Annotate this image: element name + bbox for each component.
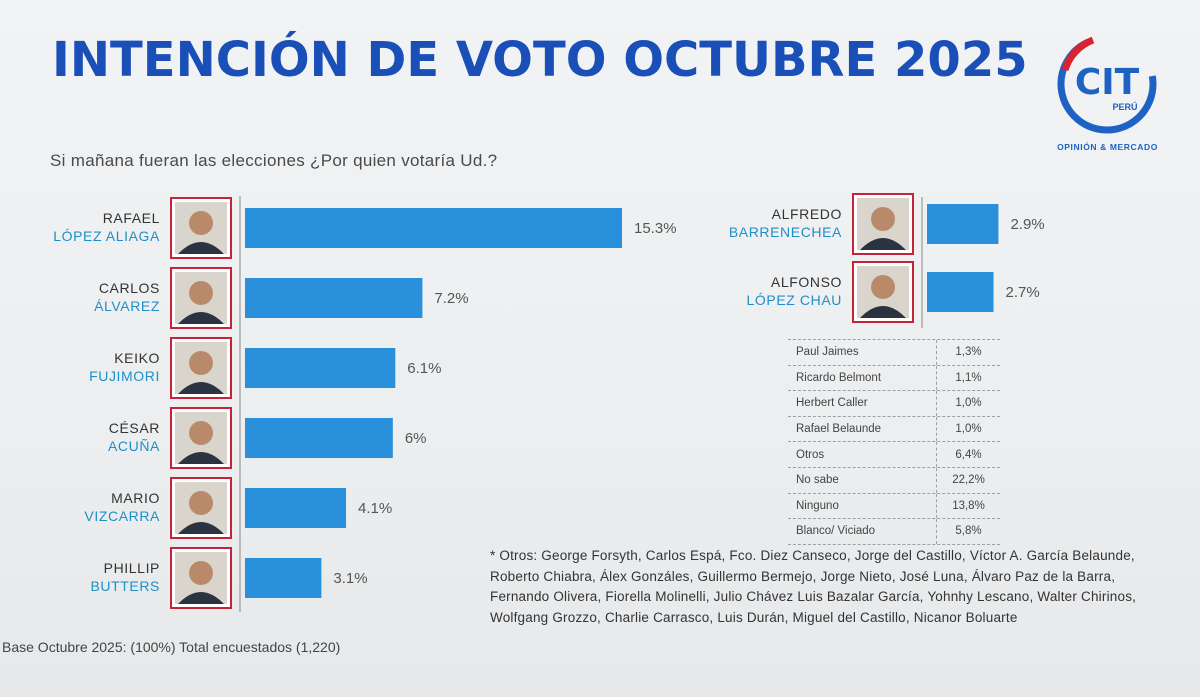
photo-head-icon xyxy=(189,421,213,445)
others-value: 1,3% xyxy=(955,346,982,359)
photo-body-icon xyxy=(178,382,224,394)
cit-logo: CIT PERÚ OPINIÓN & MERCADO xyxy=(1045,30,1170,160)
candidate-last-name: VIZCARRA xyxy=(84,508,160,524)
others-name: Otros xyxy=(788,442,937,467)
others-value: 6,4% xyxy=(955,448,982,461)
logo-mark-icon: CIT PERÚ xyxy=(1057,34,1157,134)
others-row: Blanco/ Viciado 5,8% xyxy=(788,519,1000,545)
candidate-first-name: KEIKO xyxy=(114,350,160,366)
value-label: 3.1% xyxy=(333,570,367,587)
photo-body-icon xyxy=(178,242,224,254)
value-label: 2.9% xyxy=(1010,216,1044,233)
page-title: INTENCIÓN DE VOTO OCTUBRE 2025 xyxy=(52,32,1028,88)
candidate-last-name: LÓPEZ CHAU xyxy=(747,292,842,308)
bar-4 xyxy=(245,488,347,528)
value-label: 6% xyxy=(405,430,427,447)
photo-body-icon xyxy=(860,238,906,250)
others-value: 1,1% xyxy=(955,371,982,384)
bar-5 xyxy=(245,558,322,598)
bar-1 xyxy=(245,278,423,318)
bar-1 xyxy=(927,272,994,312)
candidate-first-name: ALFONSO xyxy=(771,274,842,290)
candidate-last-name: BUTTERS xyxy=(90,578,160,594)
photo-head-icon xyxy=(189,211,213,235)
others-name: Rafael Belaunde xyxy=(788,416,937,442)
candidate-first-name: CARLOS xyxy=(99,280,160,296)
candidate-last-name: BARRENECHEA xyxy=(729,224,842,240)
others-row: Herbert Caller 1,0% xyxy=(788,391,1000,417)
bar-0 xyxy=(927,204,999,244)
logo-text: CIT xyxy=(1075,62,1140,103)
candidate-last-name: LÓPEZ ALIAGA xyxy=(53,228,160,244)
others-name: Ninguno xyxy=(788,493,937,519)
base-note: Base Octubre 2025: (100%) Total encuesta… xyxy=(2,639,341,655)
others-row: Ricardo Belmont 1,1% xyxy=(788,365,1000,392)
others-row: Paul Jaimes 1,3% xyxy=(788,339,1000,366)
others-name: Paul Jaimes xyxy=(788,340,937,365)
photo-head-icon xyxy=(189,561,213,585)
others-name: Blanco/ Viciado xyxy=(788,519,937,544)
page-subtitle: Si mañana fueran las elecciones ¿Por qui… xyxy=(50,151,498,170)
others-value: 13,8% xyxy=(952,499,985,512)
value-label: 15.3% xyxy=(634,220,677,237)
logo-tagline: OPINIÓN & MERCADO xyxy=(1057,142,1158,152)
candidate-first-name: PHILLIP xyxy=(104,560,160,576)
others-row: Ninguno 13,8% xyxy=(788,493,1000,520)
photo-body-icon xyxy=(178,522,224,534)
photo-head-icon xyxy=(871,207,895,231)
others-name: Ricardo Belmont xyxy=(788,365,937,391)
photo-head-icon xyxy=(871,275,895,299)
others-value: 1,0% xyxy=(955,397,982,410)
others-name: No sabe xyxy=(788,467,937,493)
others-value: 22,2% xyxy=(952,474,985,487)
candidate-first-name: MARIO xyxy=(111,490,160,506)
value-label: 7.2% xyxy=(434,290,468,307)
photo-head-icon xyxy=(189,281,213,305)
others-row: Otros 6,4% xyxy=(788,442,1000,468)
logo-sub: PERÚ xyxy=(1112,101,1137,112)
value-label: 6.1% xyxy=(407,360,441,377)
others-table: Paul Jaimes 1,3% Ricardo Belmont 1,1% Herber… xyxy=(788,339,1000,545)
candidate-first-name: RAFAEL xyxy=(103,210,160,226)
others-row: No sabe 22,2% xyxy=(788,467,1000,494)
bar-0 xyxy=(245,208,622,248)
value-label: 4.1% xyxy=(358,500,392,517)
photo-body-icon xyxy=(178,452,224,464)
bar-2 xyxy=(245,348,396,388)
others-footnote: * Otros: George Forsyth, Carlos Espá, Fc… xyxy=(490,548,1137,625)
photo-head-icon xyxy=(189,351,213,375)
value-label: 2.7% xyxy=(1006,284,1040,301)
photo-body-icon xyxy=(860,306,906,318)
photo-body-icon xyxy=(178,592,224,604)
bar-3 xyxy=(245,418,393,458)
candidate-last-name: ACUÑA xyxy=(108,438,160,454)
candidate-last-name: ÁLVAREZ xyxy=(94,298,160,314)
photo-head-icon xyxy=(189,491,213,515)
others-row: Rafael Belaunde 1,0% xyxy=(788,416,1000,443)
candidate-last-name: FUJIMORI xyxy=(89,368,160,384)
photo-body-icon xyxy=(178,312,224,324)
others-value: 1,0% xyxy=(955,423,982,436)
others-value: 5,8% xyxy=(955,525,982,538)
candidate-first-name: CÉSAR xyxy=(109,420,160,436)
candidate-first-name: ALFREDO xyxy=(772,206,842,222)
others-name: Herbert Caller xyxy=(788,391,937,416)
